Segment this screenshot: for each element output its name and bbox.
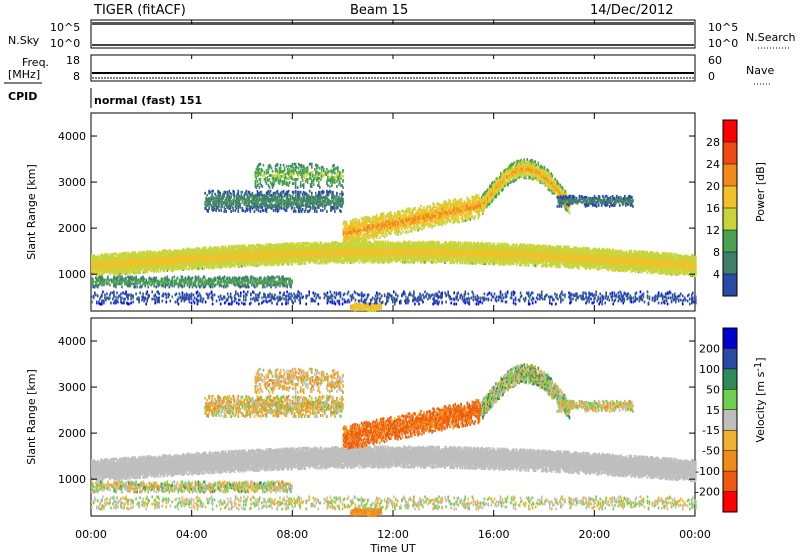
cpid-value: normal (fast) 151 [94,94,202,107]
data-cell [205,247,207,250]
freq-strip: Freq. [MHz] 18 8 60 0 Nave [4,54,774,84]
data-cell [185,249,187,252]
nave-label: Nave [746,64,774,77]
radar-title: TIGER (fitACF) [93,3,186,18]
nsearch-tick-top: 10^5 [708,21,738,34]
beam-title: Beam 15 [350,3,408,18]
data-cell [218,246,220,249]
data-cell [204,267,206,270]
nsky-strip: N.Sky 10^5 10^0 10^5 10^0 N.Search [8,20,796,50]
data-cell [210,246,212,249]
nsearch-trace [92,44,694,46]
data-cell [157,270,159,273]
date-title: 14/Dec/2012 [590,3,674,18]
nave-tick-top: 60 [708,54,722,67]
power-heatmap [91,158,697,312]
data-cell [225,245,227,248]
nsearch-label: N.Search [746,31,796,44]
freq-trace [92,72,694,74]
nsky-label: N.Sky [8,34,40,47]
data-cell [214,266,216,269]
freq-tick-bottom: 8 [73,70,80,83]
cpid-label: CPID [8,90,37,103]
nsky-tick-bottom: 10^0 [50,37,80,50]
data-cell [186,267,188,270]
data-cell [98,256,100,259]
nave-tick-bottom: 0 [708,70,715,83]
data-cell [99,273,101,276]
freq-unit-label: [MHz] [8,68,40,81]
data-cell [125,252,127,255]
freq-tick-top: 18 [66,54,80,67]
data-cell [216,265,218,268]
data-cell [183,248,185,251]
nsky-tick-top: 10^5 [50,21,80,34]
nsearch-tick-bottom: 10^0 [708,37,738,50]
